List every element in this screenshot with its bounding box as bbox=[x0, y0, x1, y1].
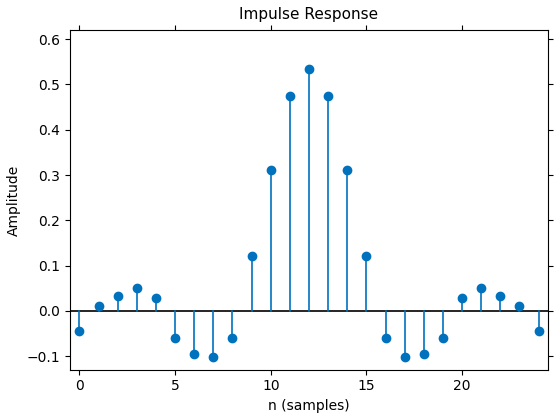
X-axis label: n (samples): n (samples) bbox=[268, 399, 350, 413]
Y-axis label: Amplitude: Amplitude bbox=[7, 164, 21, 236]
Title: Impulse Response: Impulse Response bbox=[240, 7, 379, 22]
